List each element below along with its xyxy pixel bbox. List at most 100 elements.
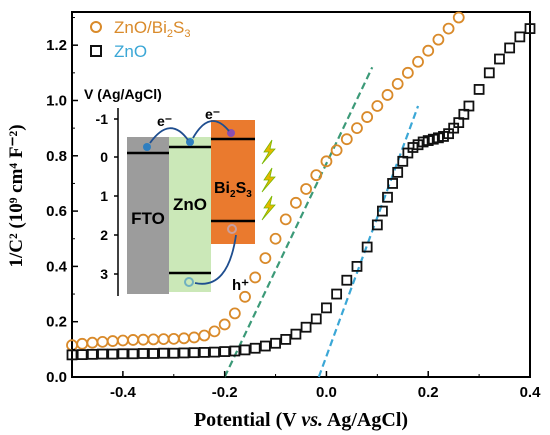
electron-label-1: e⁻	[157, 113, 172, 129]
data-point-series-0	[96, 335, 109, 348]
data-point-series-0	[381, 89, 394, 101]
data-point-series-1	[483, 67, 495, 79]
data-point-series-0	[208, 325, 221, 338]
data-point-series-1	[514, 31, 526, 43]
data-point-series-0	[432, 33, 445, 46]
fto-label: FTO	[131, 209, 165, 228]
data-point-series-1	[504, 42, 516, 54]
band-diagram-inset: V (Ag/AgCl) -1 0 1 2 3 FTO ZnO Bi2S3	[84, 86, 276, 296]
y-tick-label: 1.2	[46, 37, 67, 54]
x-tick-label: -0.4	[110, 384, 137, 401]
data-point-series-0	[167, 332, 180, 345]
legend-label-zno-bi2s3: ZnO/Bi2S3	[114, 18, 191, 40]
zno-label: ZnO	[173, 195, 207, 214]
data-point-series-1	[107, 348, 119, 360]
bi2s3-block	[211, 120, 255, 244]
data-point-series-0	[422, 44, 435, 57]
data-point-series-0	[147, 333, 160, 346]
data-point-series-0	[310, 169, 323, 182]
x-axis-ticks: -0.4 -0.2 0.0 0.2 0.4	[71, 371, 542, 401]
data-point-series-1	[188, 347, 200, 359]
x-tick-label: -0.2	[212, 384, 238, 401]
legend-label-zno: ZnO	[114, 42, 147, 61]
data-point-series-0	[249, 271, 262, 284]
data-point-series-0	[412, 55, 424, 68]
data-point-series-0	[239, 290, 251, 303]
data-point-series-0	[178, 332, 190, 345]
data-point-series-0	[269, 232, 282, 245]
bi2s3-label: Bi2S3	[214, 180, 252, 200]
data-point-series-0	[228, 307, 241, 320]
data-point-series-1	[86, 348, 98, 360]
data-point-series-1	[341, 274, 353, 286]
data-point-series-1	[300, 321, 312, 333]
data-point-series-1	[280, 333, 292, 345]
data-point-series-0	[290, 196, 302, 209]
data-point-series-0	[198, 329, 211, 342]
fit-line-1	[317, 105, 420, 378]
data-point-series-1	[351, 260, 363, 272]
data-point-series-0	[76, 337, 89, 350]
data-point-series-1	[198, 346, 210, 358]
y-tick-label: 0.6	[46, 203, 67, 220]
inset-axis-ticks: -1 0 1 2 3	[96, 111, 118, 282]
data-point-series-0	[127, 334, 139, 346]
data-point-series-0	[452, 11, 465, 24]
data-point-series-1	[66, 349, 78, 361]
data-point-series-1	[249, 342, 261, 354]
inset-tick-label-1: 1	[100, 188, 108, 204]
data-point-series-0	[259, 252, 272, 264]
electron-transfer-arrow-2	[192, 120, 230, 139]
data-point-series-0	[391, 77, 404, 90]
y-tick-label: 0.0	[46, 369, 67, 386]
y-axis-ticks: 0.0 0.2 0.4 0.6 0.8 1.0 1.2	[46, 17, 78, 386]
y-tick-label: 0.4	[46, 258, 68, 275]
data-point-series-1	[310, 313, 322, 325]
data-point-series-0	[442, 22, 455, 35]
fto-block	[127, 137, 169, 294]
x-tick-label: 0.4	[520, 384, 542, 401]
lightning-icon	[261, 195, 276, 221]
data-point-series-0	[401, 66, 414, 79]
data-point-series-0	[371, 100, 384, 112]
legend: ZnO/Bi2S3 ZnO	[90, 18, 191, 61]
inset-axis-label: V (Ag/AgCl)	[84, 86, 162, 102]
data-point-series-1	[270, 337, 281, 349]
data-point-series-0	[137, 333, 150, 346]
data-point-series-1	[117, 348, 129, 360]
data-point-series-1	[290, 328, 302, 340]
data-point-series-0	[157, 333, 170, 346]
data-point-series-1	[137, 348, 149, 359]
data-point-series-1	[321, 302, 332, 314]
hole-label: h⁺	[232, 277, 249, 294]
data-point-series-1	[377, 205, 388, 217]
data-point-series-1	[494, 53, 505, 65]
inset-tick-label-2: 2	[100, 227, 108, 243]
y-axis-title: 1/C² (10⁹ cm⁴ F⁻²)	[6, 124, 27, 267]
data-point-series-1	[97, 348, 108, 360]
data-point-series-1	[382, 191, 393, 203]
hole-bi2s3	[227, 224, 237, 234]
y-tick-label: 1.0	[46, 92, 67, 109]
data-point-series-0	[300, 183, 312, 195]
data-point-series-1	[76, 349, 88, 361]
data-point-series-1	[239, 344, 251, 356]
data-point-series-1	[209, 346, 220, 358]
plot-frame	[71, 11, 531, 378]
x-axis-title: Potential (V vs. Ag/AgCl)	[194, 409, 408, 431]
hole-zno	[184, 277, 194, 287]
electron-label-2: e⁻	[205, 106, 220, 122]
data-point-series-1	[463, 100, 475, 112]
data-point-series-0	[340, 133, 353, 146]
data-point-series-0	[361, 111, 374, 123]
inset-tick-label-0: 0	[100, 149, 108, 165]
data-point-series-0	[116, 334, 129, 347]
data-point-series-1	[127, 348, 139, 360]
legend-marker-zno-bi2s3	[90, 21, 102, 33]
electron-fto	[143, 143, 151, 151]
lightning-icon	[261, 167, 276, 193]
data-point-series-1	[148, 348, 159, 359]
x-tick-label: 0.0	[316, 384, 337, 401]
hole-transfer-arrow	[194, 234, 237, 285]
